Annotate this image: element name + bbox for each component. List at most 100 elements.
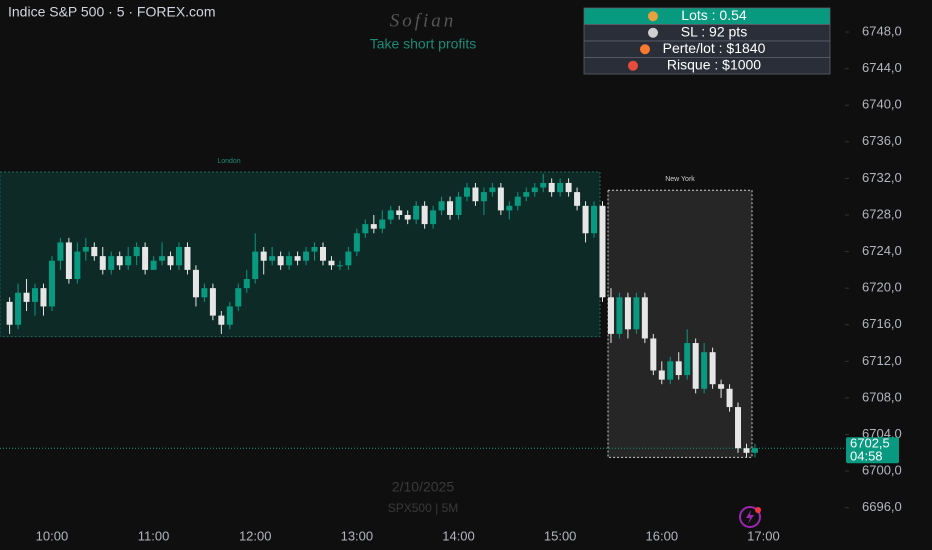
candle-body [269,256,276,261]
x-tick-label: 13:00 [341,528,374,543]
candle-body [201,288,208,298]
candle-body [328,260,335,266]
candle-body [82,246,89,252]
candle-body [286,256,293,266]
candle-body [514,196,521,206]
candle-body [718,384,725,389]
candle-body [6,301,13,325]
candle-body [430,210,437,225]
candle-body [565,182,572,193]
candle-body [540,182,547,188]
candle-body [667,361,674,380]
candle-body [531,187,538,193]
candle-body [125,256,132,266]
x-tick-label: 16:00 [646,528,679,543]
candle-body [751,448,758,453]
candle-body [303,251,310,261]
y-tick-label: 6732,0 [862,170,902,185]
candle-body [743,448,750,453]
candle-body [548,182,555,193]
symbol-watermark: SPX500 | 5M [388,501,459,515]
candle-body [370,224,377,229]
candle-body [226,306,233,325]
candle-body [209,288,216,316]
session-label: New York [665,176,695,183]
x-tick-label: 11:00 [138,528,170,543]
candle-body [192,269,199,298]
candle-body [624,297,631,330]
candle-body [387,210,394,220]
candle-body [218,315,225,325]
candle-body [99,256,106,270]
info-text: Perte/lot : $1840 [663,40,766,56]
candle-body [497,187,504,211]
y-tick-label: 6720,0 [862,280,902,295]
candle-body [294,256,301,261]
candle-body [167,256,174,266]
watermark: Sofian [390,10,457,31]
candle-body [184,246,191,270]
x-tick-label: 15:00 [544,528,577,543]
info-text: SL : 92 pts [681,24,747,40]
info-text: Lots : 0.54 [681,7,747,23]
candle-body [150,260,157,270]
candle-body [675,361,682,376]
y-tick-label: 6724,0 [862,243,902,258]
candle-body [650,338,657,371]
candle-body [472,187,479,202]
session-label: London [217,158,240,165]
candle-body [23,292,30,302]
alert-icon[interactable] [739,506,761,528]
background-layer: London New York [0,158,845,458]
y-tick-label: 6700,0 [862,463,902,478]
alert-dot [755,507,761,513]
candle-body [396,210,403,215]
y-tick-label: 6704,0 [862,426,902,441]
candle-body [582,205,589,234]
candle-body [243,279,250,289]
price-label-box [846,437,899,464]
candle-body [735,407,742,449]
y-tick-label: 6748,0 [862,23,902,38]
candle-body [362,224,369,234]
candle-body [489,187,496,193]
x-tick-label: 14:00 [442,528,475,543]
candle-body [116,256,123,266]
candle-body [311,246,318,252]
info-icon [648,27,658,38]
candle-body [65,242,72,280]
y-tick-label: 6736,0 [862,133,902,148]
info-icon [640,44,650,55]
candle-body [607,297,614,334]
candle-body [319,246,326,261]
candle-body [15,292,22,325]
y-tick-label: 6744,0 [862,60,902,75]
candle-body [353,233,360,252]
subtitle: Take short profits [370,36,477,52]
candle-body [591,205,598,234]
x-tick-label: 12:00 [239,528,272,543]
date-watermark: 2/10/2025 [392,479,454,495]
chart-title: Indice S&P 500 · 5 · FOREX.com [8,4,216,20]
y-tick-label: 6728,0 [862,206,902,221]
candle-body [599,205,606,298]
candle-body [438,201,445,211]
candle-body [658,370,665,380]
x-tick-label: 17:00 [747,528,780,543]
candle-body [709,352,716,385]
candle-body [159,256,166,261]
candle-body [336,265,343,267]
alert-bolt [746,510,754,524]
candles [6,173,758,458]
y-tick-label: 6708,0 [862,389,902,404]
candle-body [176,246,182,266]
candle-body [57,242,64,261]
candle-body [633,297,640,330]
session-box [0,171,601,338]
candle-body [726,388,733,408]
candle-body [40,288,47,307]
candle-body [108,256,115,270]
candle-body [616,297,623,334]
